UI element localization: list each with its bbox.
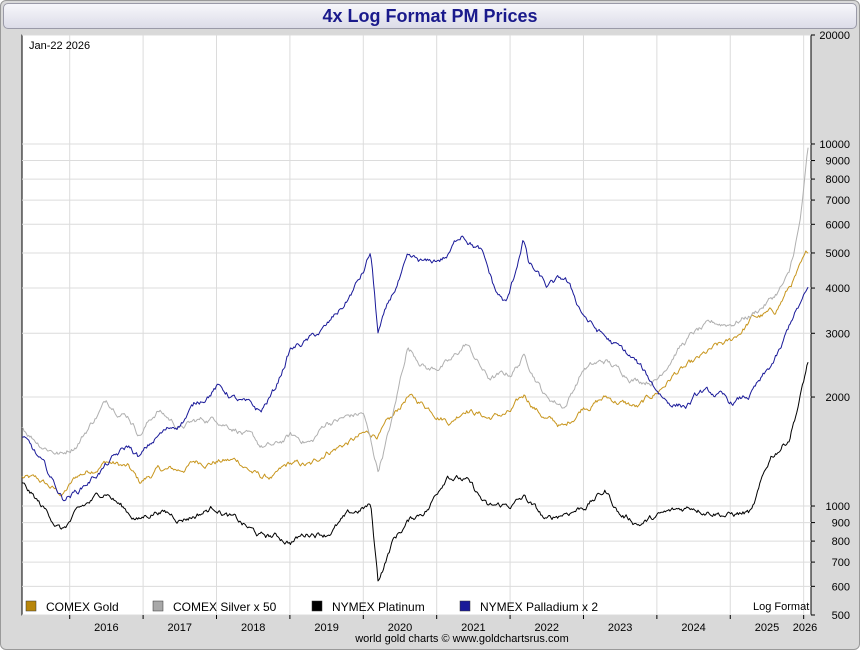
grid bbox=[22, 34, 811, 616]
x-tick-label: 2023 bbox=[608, 622, 632, 634]
chart-title: 4x Log Format PM Prices bbox=[3, 3, 857, 29]
x-tick-label: 2022 bbox=[535, 622, 559, 634]
x-tick-label: 2018 bbox=[241, 622, 265, 634]
y-tick-label: 2000 bbox=[826, 392, 850, 404]
x-tick-label: 2017 bbox=[168, 622, 192, 634]
y-tick-label: 1000 bbox=[826, 501, 850, 513]
x-axis: 2016 2017 2018 2019 2020 2021 2022 2023 2024 2025… bbox=[69, 615, 817, 634]
y-tick-label: 500 bbox=[832, 610, 850, 622]
x-tick-label: 2026 bbox=[793, 622, 817, 634]
series-line-0 bbox=[21, 250, 809, 497]
legend-swatch bbox=[311, 600, 323, 612]
y-tick-label: 20000 bbox=[819, 30, 850, 42]
y-tick-label: 5000 bbox=[826, 248, 850, 260]
y-axis: 500 600 700 800 900 1000 2000 3000 4000 5000 6000 7… bbox=[811, 30, 850, 622]
scale-note: Log Format bbox=[753, 601, 809, 613]
legend: COMEX Gold COMEX Silver x 50 NYMEX Platinu… bbox=[25, 600, 598, 614]
y-tick-label: 6000 bbox=[826, 219, 850, 231]
legend-label: NYMEX Platinum bbox=[332, 600, 425, 614]
legend-swatch bbox=[152, 600, 164, 612]
y-tick-label: 9000 bbox=[826, 156, 850, 168]
date-label: Jan-22 2026 bbox=[29, 40, 90, 52]
plot-area bbox=[21, 34, 812, 616]
y-tick-label: 10000 bbox=[819, 139, 850, 151]
series-line-1 bbox=[21, 147, 809, 473]
x-tick-label: 2019 bbox=[314, 622, 338, 634]
y-tick-label: 7000 bbox=[826, 195, 850, 207]
y-tick-label: 8000 bbox=[826, 174, 850, 186]
y-tick-label: 800 bbox=[832, 536, 850, 548]
x-tick-label: 2021 bbox=[461, 622, 485, 634]
y-tick-label: 3000 bbox=[826, 328, 850, 340]
series-line-2 bbox=[21, 362, 809, 582]
legend-label: COMEX Silver x 50 bbox=[173, 600, 277, 614]
legend-swatch bbox=[25, 600, 37, 612]
x-tick-label: 2024 bbox=[681, 622, 705, 634]
y-tick-label: 700 bbox=[832, 557, 850, 569]
series-line-3 bbox=[21, 235, 809, 502]
y-tick-label: 4000 bbox=[826, 283, 850, 295]
legend-label: NYMEX Palladium x 2 bbox=[480, 600, 598, 614]
footer-credit: world gold charts © www.goldchartsrus.co… bbox=[354, 633, 569, 645]
series-lines bbox=[21, 147, 809, 582]
x-tick-label: 2025 bbox=[755, 622, 779, 634]
x-tick-label: 2020 bbox=[388, 622, 412, 634]
legend-swatch bbox=[459, 600, 471, 612]
y-tick-label: 900 bbox=[832, 518, 850, 530]
legend-label: COMEX Gold bbox=[46, 600, 119, 614]
x-tick-label: 2016 bbox=[94, 622, 118, 634]
y-tick-label: 600 bbox=[832, 581, 850, 593]
